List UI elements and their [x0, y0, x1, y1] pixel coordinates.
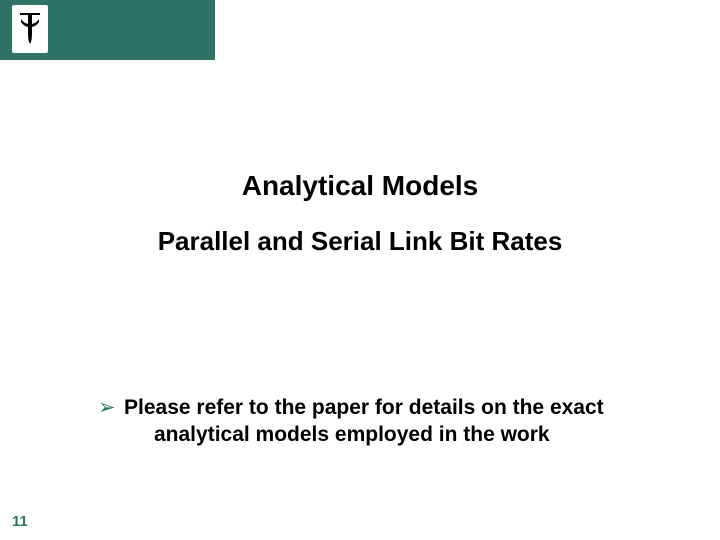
page-number: 11: [12, 513, 28, 530]
institution-logo: [10, 3, 50, 55]
bullet-text-line1: Please refer to the paper for details on…: [124, 396, 604, 419]
bullet-text: Please refer to the paper for details on…: [124, 395, 660, 449]
bullet-arrow-icon: ➢: [98, 395, 116, 420]
bullet-text-line2: analytical models employed in the work: [124, 422, 660, 449]
slide-subtitle: Parallel and Serial Link Bit Rates: [0, 226, 720, 257]
slide-title: Analytical Models: [0, 170, 720, 202]
bullet-item: ➢ Please refer to the paper for details …: [98, 395, 660, 449]
shield-icon: [17, 11, 43, 47]
